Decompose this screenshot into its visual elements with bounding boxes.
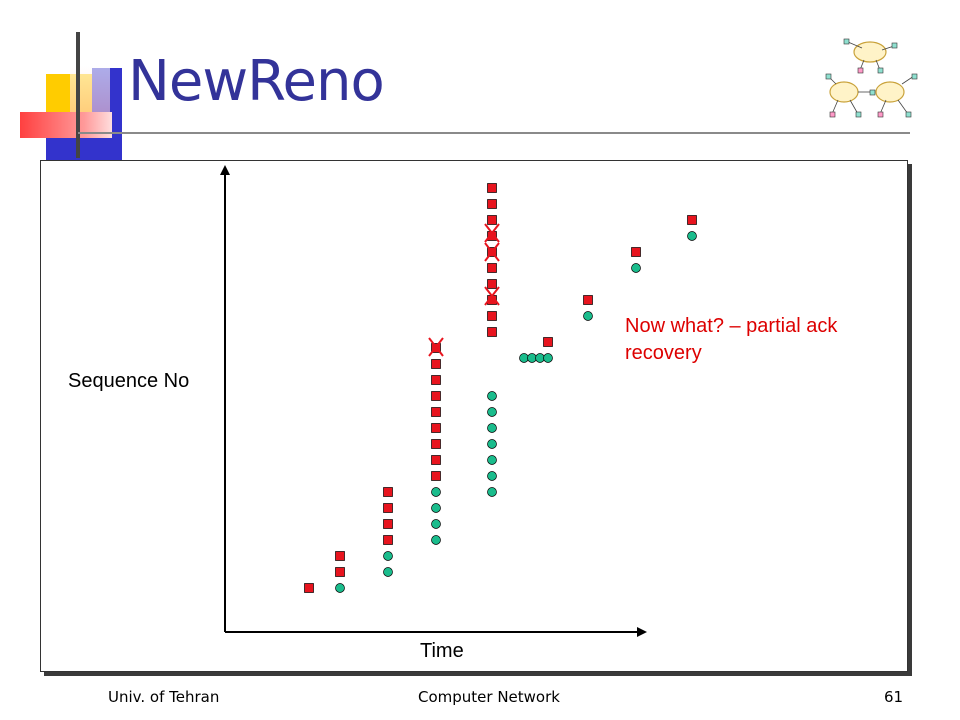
ack-circle (487, 423, 497, 433)
data-packet-square (583, 295, 593, 305)
packet-loss-x-mark (428, 337, 444, 357)
data-packet-square (431, 359, 441, 369)
y-axis-label: Sequence No (68, 370, 190, 392)
data-packet-square (687, 215, 697, 225)
footer-institution: Univ. of Tehran (108, 688, 220, 706)
data-packet-square (487, 199, 497, 209)
ack-circle (543, 353, 553, 363)
data-packet-square (487, 311, 497, 321)
data-packet-square (431, 423, 441, 433)
packet-loss-x-mark (484, 286, 500, 306)
ack-circle (487, 439, 497, 449)
chart-annotation: Now what? – partial ack recovery (625, 315, 838, 364)
ack-circle (487, 391, 497, 401)
data-packet-square (487, 263, 497, 273)
data-packet-square (431, 391, 441, 401)
ack-circle (431, 487, 441, 497)
data-packet-square (383, 487, 393, 497)
title-underline (78, 132, 910, 134)
data-packet-square (543, 337, 553, 347)
ack-circle (383, 567, 393, 577)
packet-loss-x-mark (484, 223, 500, 243)
data-packet-square (383, 503, 393, 513)
ack-circle (431, 519, 441, 529)
ack-circle (487, 471, 497, 481)
data-packet-square (431, 375, 441, 385)
ack-circle (487, 407, 497, 417)
footer-course: Computer Network (418, 688, 560, 706)
data-packet-square (487, 327, 497, 337)
data-packet-square (431, 471, 441, 481)
data-packet-square (335, 567, 345, 577)
data-packet-square (631, 247, 641, 257)
ack-circle (687, 231, 697, 241)
data-packet-square (383, 535, 393, 545)
footer-page-number: 61 (884, 688, 904, 706)
data-packet-square (383, 519, 393, 529)
packet-loss-x-mark (484, 242, 500, 262)
ack-circle (487, 455, 497, 465)
ack-circle (487, 487, 497, 497)
data-packet-square (487, 183, 497, 193)
ack-circle (583, 311, 593, 321)
ack-circle (383, 551, 393, 561)
ack-circle (431, 503, 441, 513)
data-packet-square (335, 551, 345, 561)
data-packet-square (431, 455, 441, 465)
ack-circle (335, 583, 345, 593)
x-axis-label: Time (420, 640, 464, 662)
data-packet-square (304, 583, 314, 593)
title-vertical-rule (76, 32, 80, 158)
ack-circle (631, 263, 641, 273)
ack-circle (431, 535, 441, 545)
data-packet-square (431, 407, 441, 417)
slide-title: NewReno (128, 49, 385, 114)
data-packet-square (487, 279, 497, 289)
data-packet-square (487, 215, 497, 225)
network-cloud-icon (825, 38, 918, 118)
chart-panel (40, 160, 908, 672)
data-packet-square (431, 439, 441, 449)
